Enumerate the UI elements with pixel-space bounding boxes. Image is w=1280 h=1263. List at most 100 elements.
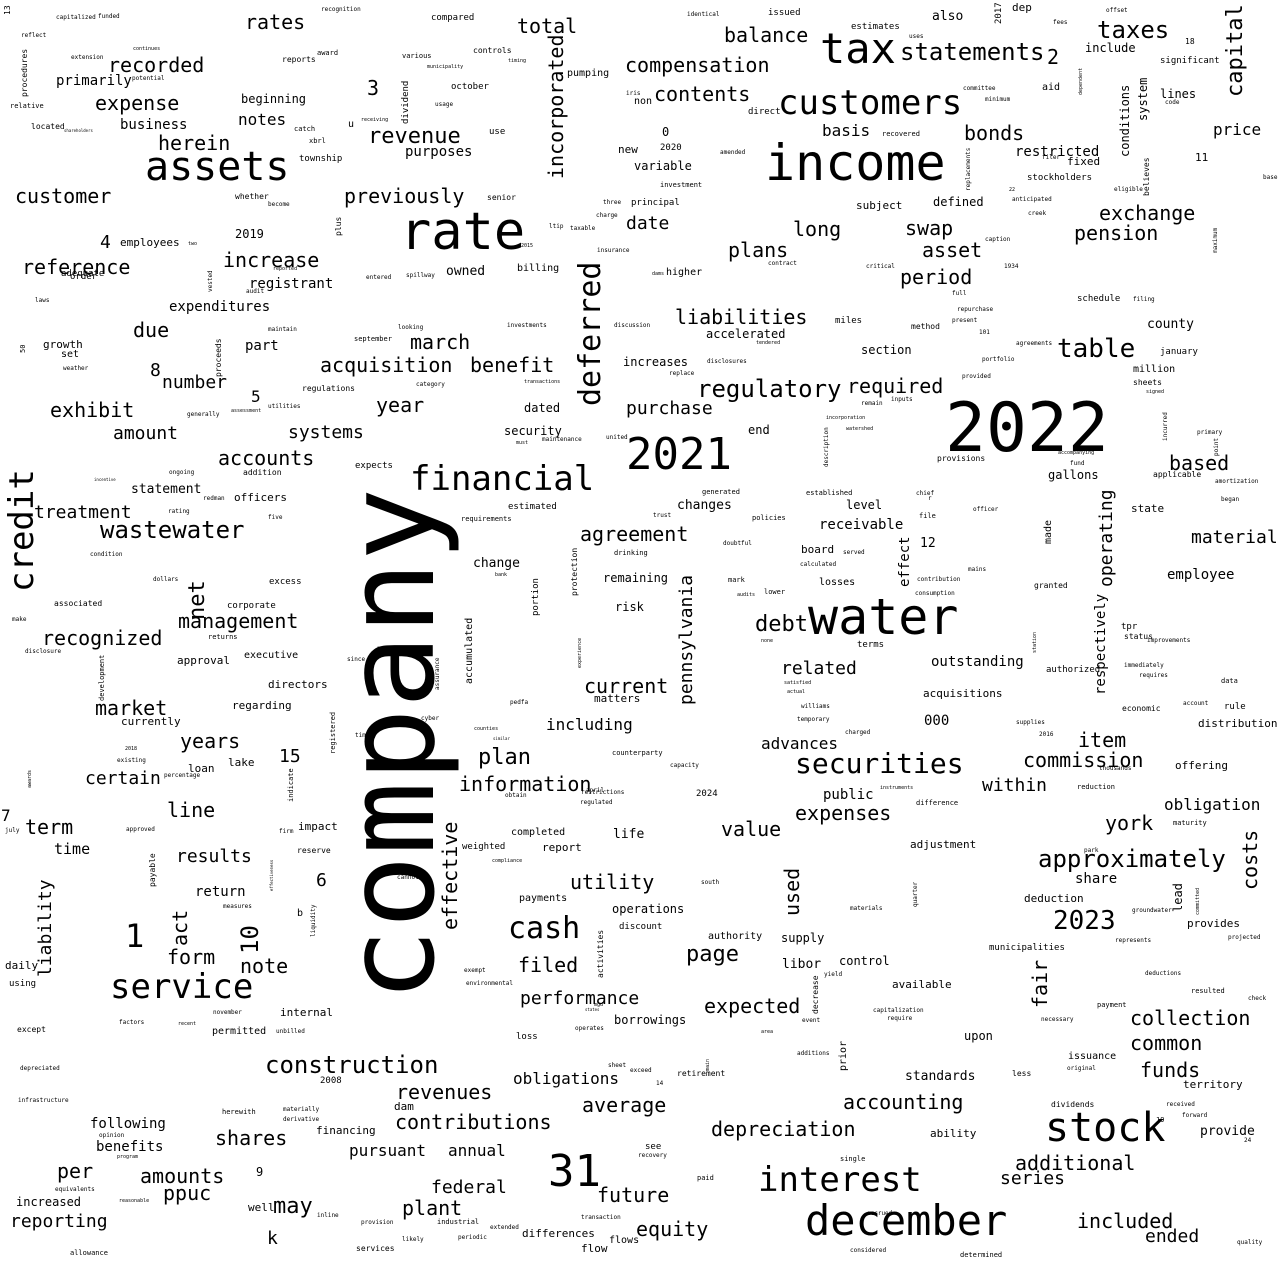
word-january: january <box>1160 347 1198 357</box>
word-senior: senior <box>487 193 516 202</box>
word-timely: timely <box>355 732 377 739</box>
word-recovered: recovered <box>882 130 920 138</box>
word-continues: continues <box>133 46 161 52</box>
word-losses: losses <box>819 577 856 588</box>
word-derivative: derivative <box>283 1116 320 1123</box>
word-none: none <box>761 638 774 644</box>
word-effectiveness: effectiveness <box>269 859 274 892</box>
word-obligation: obligation <box>1164 795 1261 814</box>
word-6: 6 <box>316 870 327 891</box>
word-incentive: incentive <box>94 477 116 482</box>
word-believes: believes <box>1142 157 1151 197</box>
word-13: 13 <box>3 4 12 15</box>
word-environmental: environmental <box>466 980 513 987</box>
word-development: development <box>98 654 106 702</box>
word-section: section <box>861 343 912 357</box>
word-based: based <box>1169 451 1230 475</box>
word-pedfa: pedfa <box>510 699 529 706</box>
word-2023: 2023 <box>1053 906 1116 936</box>
word-cyber: cyber <box>421 715 440 722</box>
word-swap: swap <box>905 216 954 240</box>
word-satisfied: satisfied <box>784 680 812 686</box>
word-amount: amount <box>113 423 179 444</box>
word-well: well <box>248 1201 275 1214</box>
word-instruments: instruments <box>880 785 914 791</box>
word-registrant: registrant <box>249 276 334 292</box>
word-following: following <box>90 1116 166 1132</box>
word-growth: growth <box>43 338 83 351</box>
word-debt: debt <box>755 612 808 637</box>
word-gallons: gallons <box>1048 468 1099 482</box>
word-current: current <box>584 674 669 698</box>
word-south: south <box>701 879 720 886</box>
word-filed: filed <box>518 953 579 977</box>
word-reserve: reserve <box>297 846 331 855</box>
word-allowance: allowance <box>70 1249 108 1257</box>
word-funds: funds <box>1140 1058 1201 1082</box>
word-issuance: issuance <box>1068 1051 1117 1062</box>
word-doubtful: doubtful <box>723 540 752 547</box>
word-issued: issued <box>768 8 801 18</box>
word-lower: lower <box>764 588 786 596</box>
word-aid: aid <box>1042 82 1061 93</box>
word-extended: extended <box>490 1224 519 1231</box>
word-registered: registered <box>329 711 337 754</box>
word-fees: fees <box>1053 19 1068 26</box>
word-ongoing: ongoing <box>169 469 195 476</box>
word-stock: stock <box>1045 1105 1166 1151</box>
word-costs: costs <box>1238 829 1262 890</box>
word-caption: caption <box>985 236 1011 243</box>
word-cannot: cannot <box>397 874 419 881</box>
word-program: program <box>117 1154 139 1160</box>
word-category: category <box>416 381 445 388</box>
word-information: information <box>459 772 592 796</box>
word-included: included <box>1077 1209 1174 1233</box>
word-reference: reference <box>22 255 131 279</box>
word-terms: terms <box>857 640 885 650</box>
word-necessary: necessary <box>1041 1016 1074 1023</box>
word-long: long <box>793 217 842 241</box>
word-agreement: agreement <box>580 522 689 546</box>
word-sheets: sheets <box>1133 378 1162 387</box>
word-state: state <box>1131 502 1165 515</box>
word-activities: activities <box>596 929 605 978</box>
word-compliance: compliance <box>492 858 523 864</box>
word-dep: dep <box>1012 1 1032 14</box>
word-tendered: tendered <box>756 340 781 346</box>
word-measures: measures <box>223 903 252 910</box>
word-accompanying: accompanying <box>1058 450 1095 456</box>
word-become: become <box>268 201 290 208</box>
word-primarily: primarily <box>56 73 132 89</box>
word-system: system <box>1136 77 1150 122</box>
word-libor: libor <box>782 957 822 972</box>
word-miles: miles <box>835 316 863 326</box>
word-station: station <box>1032 631 1038 653</box>
word-term: term <box>25 815 74 839</box>
word-act: act <box>168 909 192 946</box>
word-standards: standards <box>905 1069 976 1084</box>
word-consumption: consumption <box>915 590 955 597</box>
word-bank: bank <box>495 572 508 578</box>
word-counties: counties <box>474 726 499 732</box>
word-2021: 2021 <box>626 429 732 480</box>
word-disclosures: disclosures <box>707 358 747 365</box>
word-future: future <box>597 1183 670 1207</box>
word-economic: economic <box>1122 704 1161 713</box>
word-2019: 2019 <box>235 227 264 241</box>
word-except: except <box>17 1025 46 1034</box>
word-capacity: capacity <box>670 762 699 769</box>
word-herewith: herewith <box>222 1108 256 1116</box>
word-level: level <box>846 498 883 512</box>
word-include: include <box>1085 41 1136 55</box>
word-due: due <box>133 318 170 342</box>
word-beginning: beginning <box>241 92 307 106</box>
word-payable: payable <box>148 852 157 887</box>
word-may: may <box>273 1194 313 1219</box>
word-3: 3 <box>367 76 380 100</box>
word-estimated: estimated <box>508 502 557 512</box>
word-incurred: incurred <box>1162 411 1169 441</box>
word-lines: lines <box>1160 87 1197 101</box>
word-data: data <box>1221 677 1238 685</box>
word-company: company <box>320 488 462 1003</box>
word-price: price <box>1213 120 1262 139</box>
